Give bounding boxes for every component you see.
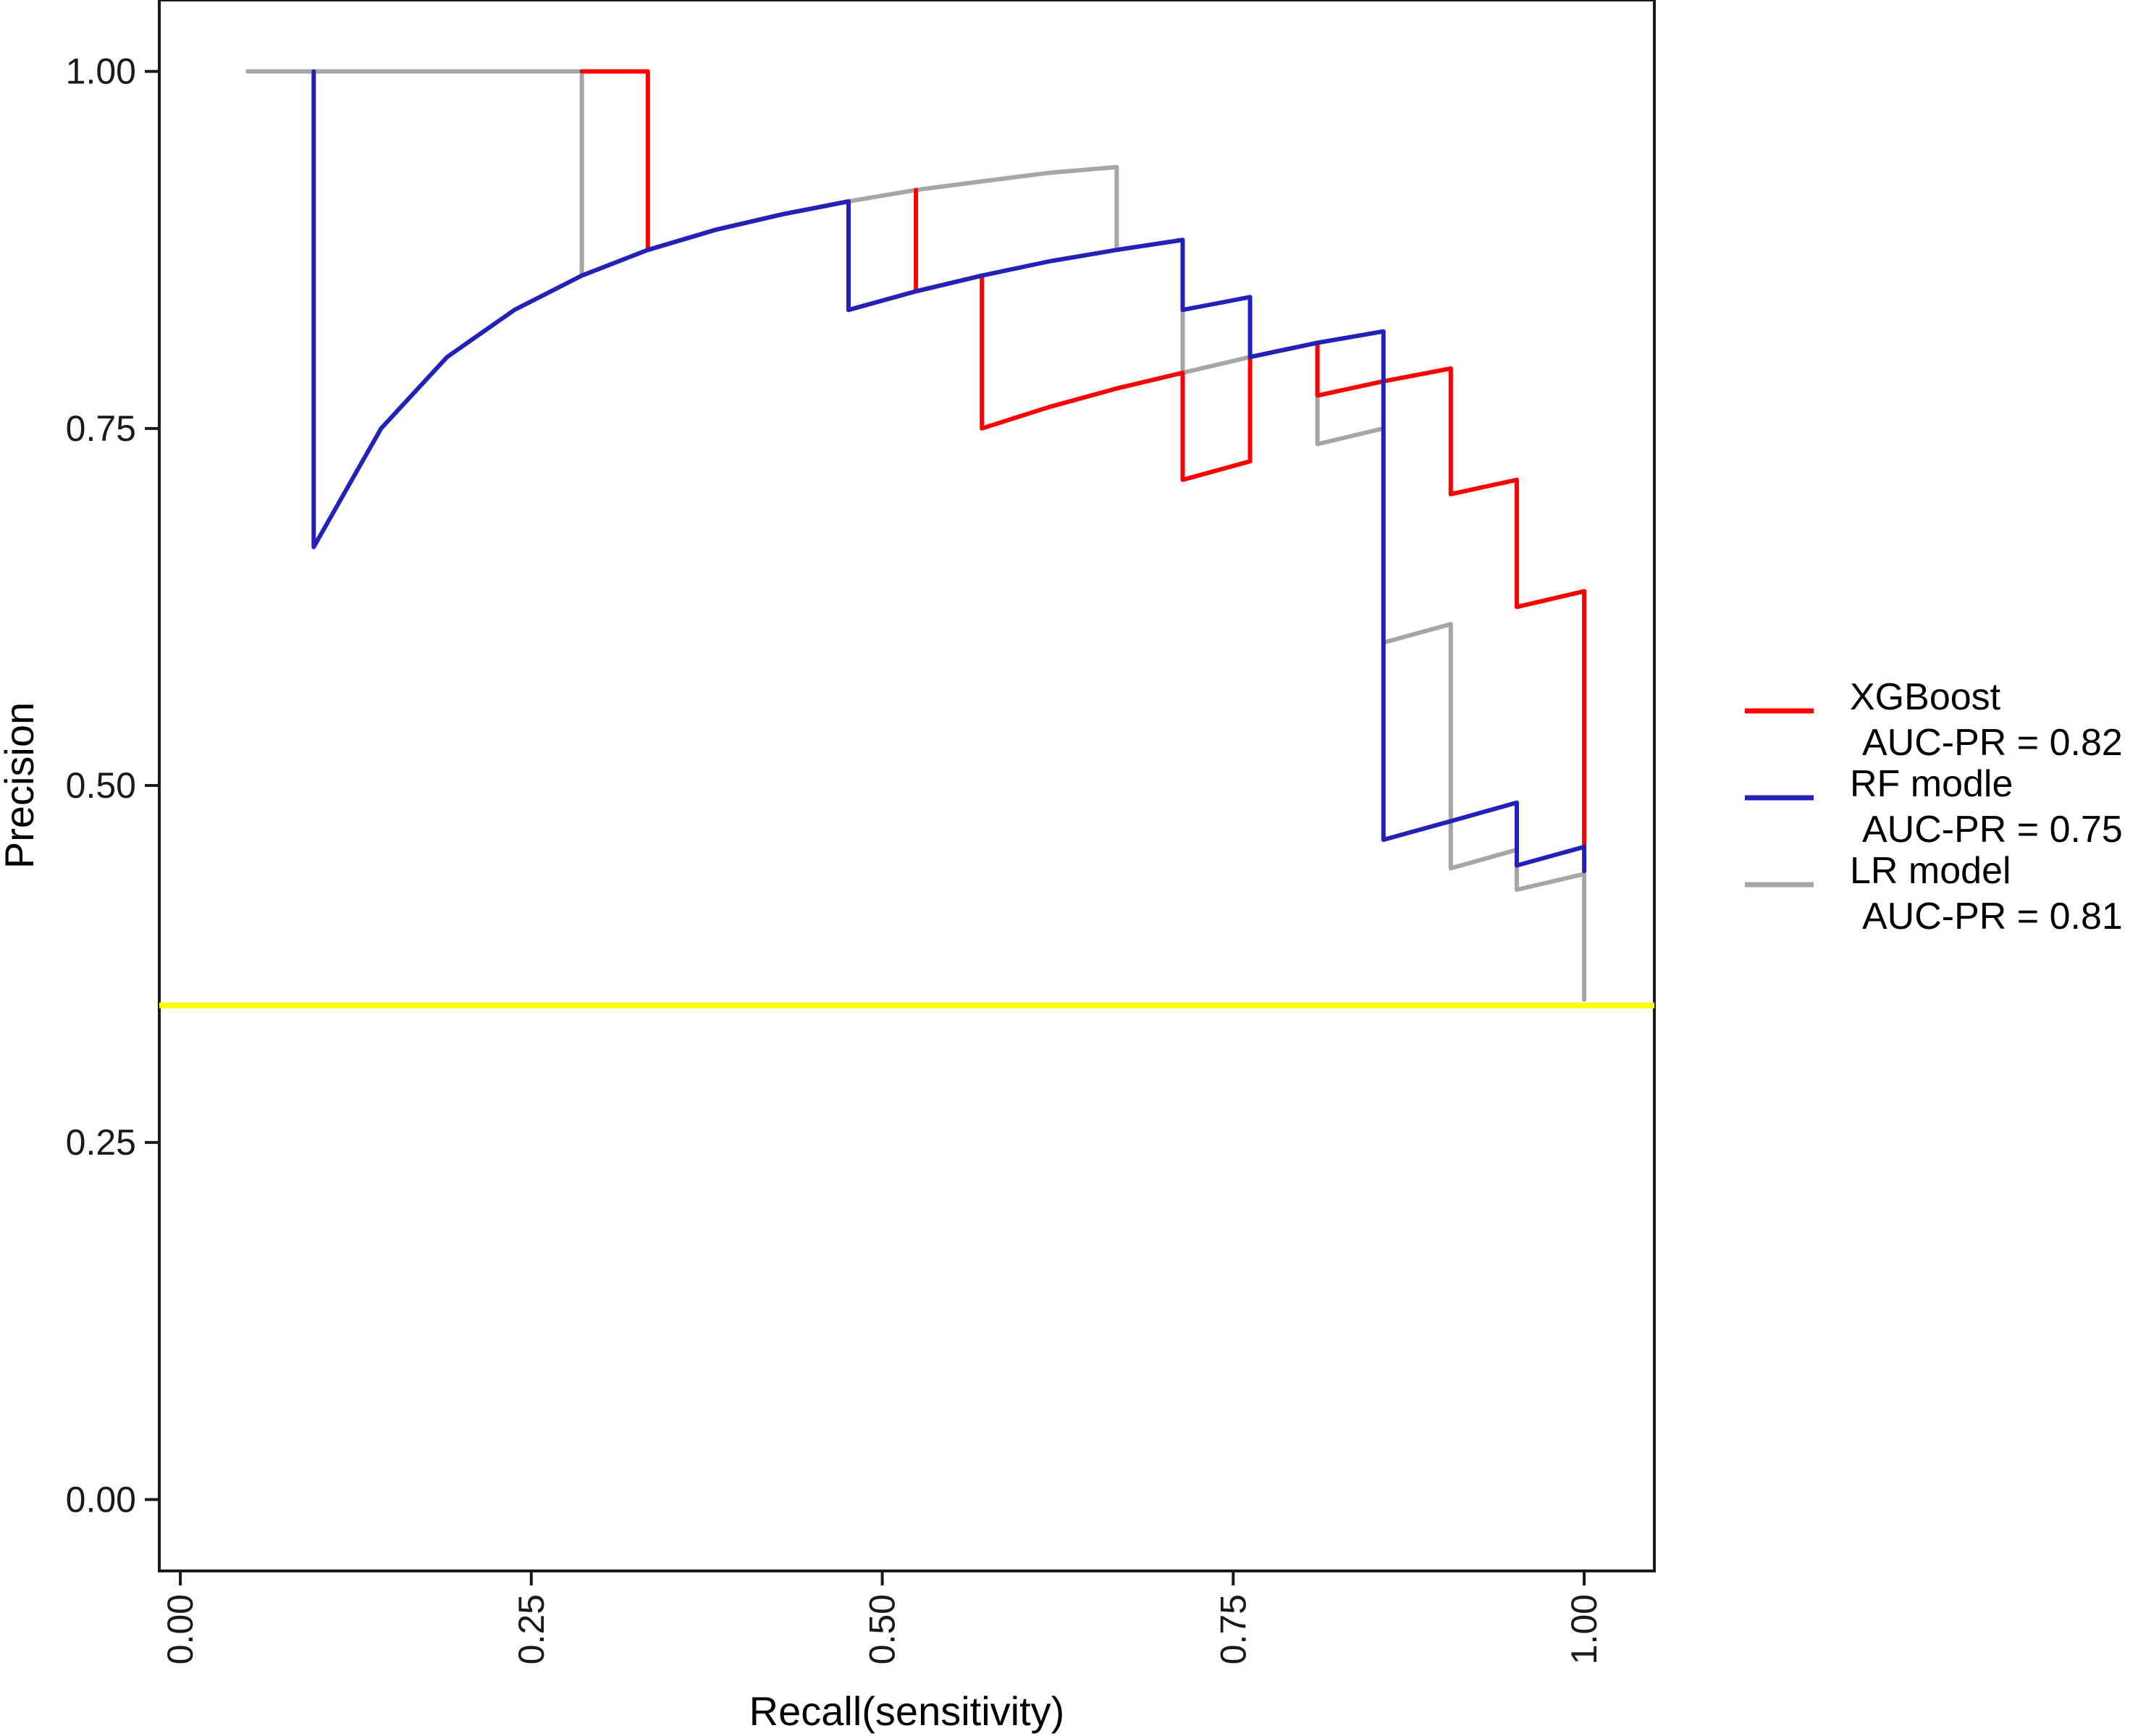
legend-auc-lr-model: AUC-PR = 0.81 (1862, 896, 2123, 937)
x-tick-label: 0.50 (862, 1594, 903, 1664)
series-layer (245, 69, 1587, 1002)
y-tick-label: 0.25 (66, 1122, 136, 1163)
plot-panel (158, 0, 1656, 1572)
x-axis-title: Recall(sensitivity) (749, 1688, 1065, 1734)
legend-label-rf-modle: RF modle (1850, 763, 2013, 805)
legend-label-xgboost: XGBoost (1850, 676, 2001, 718)
x-tick-label: 1.00 (1564, 1594, 1604, 1664)
series-line-rf-modle (311, 69, 1587, 874)
y-tick-label: 0.50 (66, 765, 136, 806)
legend-label-lr-model: LR model (1850, 850, 2011, 892)
y-axis: 0.00 0.25 0.50 0.75 1.00 (66, 51, 159, 1520)
y-axis-title: Precision (0, 702, 42, 869)
y-tick-label: 0.75 (66, 408, 136, 449)
y-tick-label: 0.00 (66, 1479, 136, 1520)
x-axis: 0.00 0.25 0.50 0.75 1.00 (160, 1571, 1604, 1664)
legend-auc-rf-modle: AUC-PR = 0.75 (1862, 809, 2123, 851)
y-tick-label: 1.00 (66, 51, 136, 92)
x-tick-label: 0.75 (1213, 1594, 1253, 1664)
x-tick-label: 0.25 (511, 1594, 552, 1664)
legend-auc-xgboost: AUC-PR = 0.82 (1862, 722, 2123, 764)
x-tick-label: 0.00 (160, 1594, 201, 1664)
